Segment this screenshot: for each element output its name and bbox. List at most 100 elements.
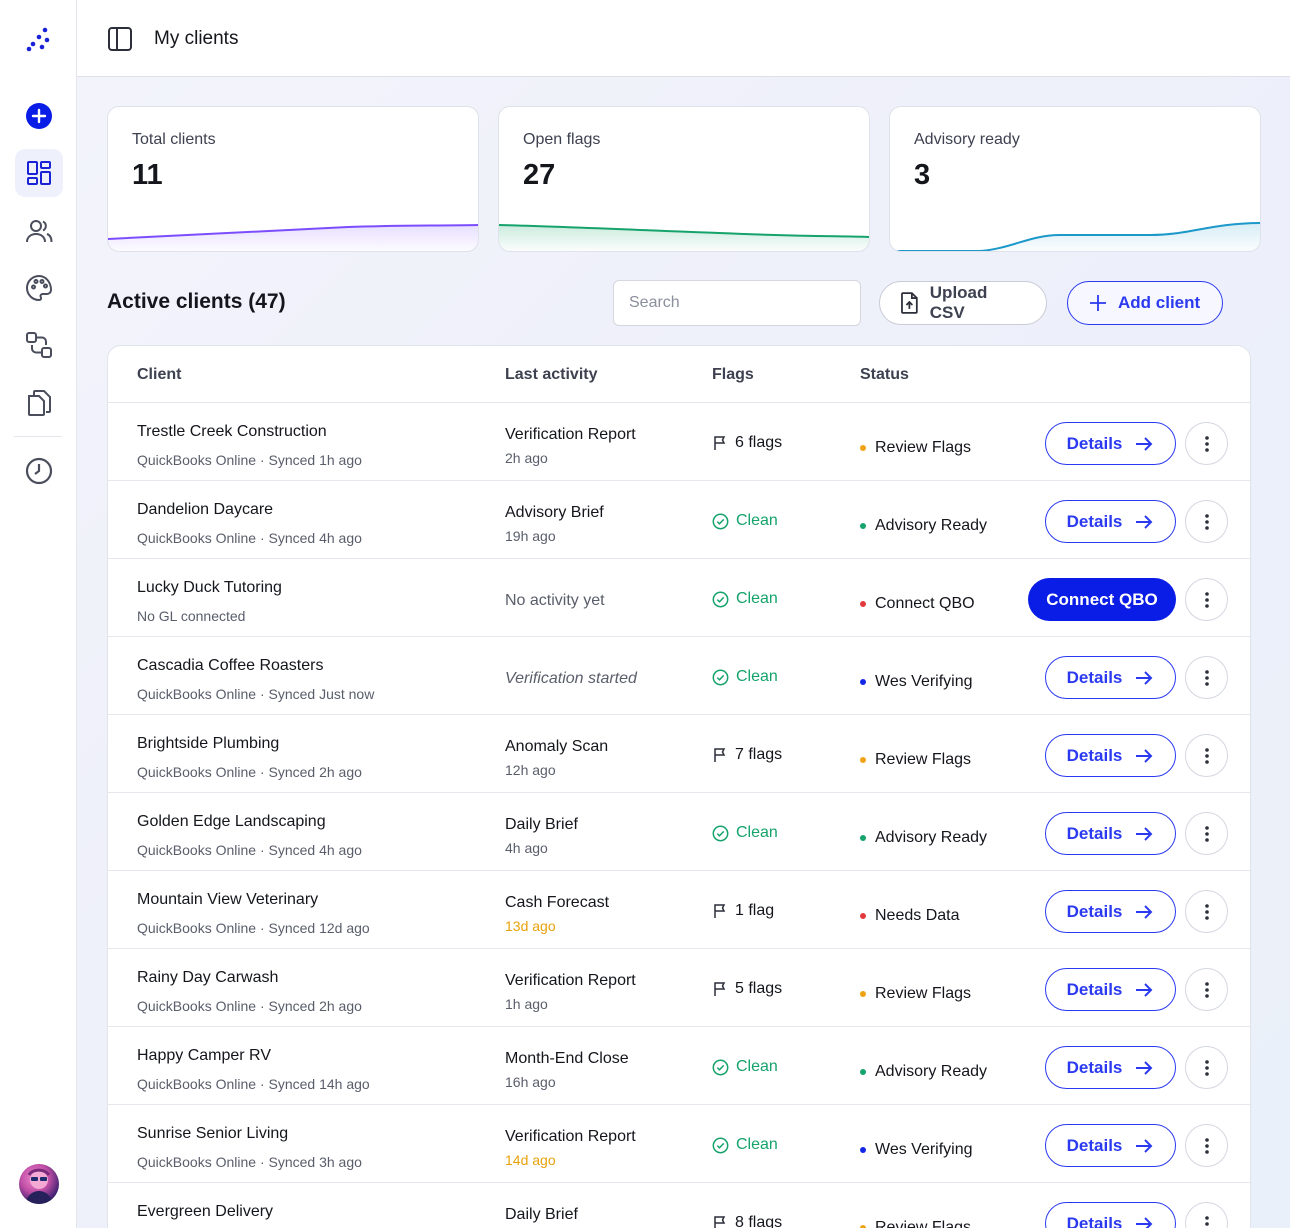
more-options-button[interactable] bbox=[1185, 1124, 1228, 1167]
details-button[interactable]: Details bbox=[1045, 656, 1176, 699]
more-options-button[interactable] bbox=[1185, 968, 1228, 1011]
client-name[interactable]: Sunrise Senior Living bbox=[137, 1125, 289, 1142]
status-label: Needs Data bbox=[875, 907, 960, 924]
details-button[interactable]: Details bbox=[1045, 812, 1176, 855]
table-row[interactable]: Brightside Plumbing QuickBooks Online · S… bbox=[108, 715, 1250, 793]
details-button[interactable]: Details bbox=[1045, 734, 1176, 777]
column-header-activity[interactable]: Last activity bbox=[505, 366, 598, 383]
details-button[interactable]: Details bbox=[1045, 500, 1176, 543]
integrations-icon bbox=[26, 332, 52, 358]
column-header-client[interactable]: Client bbox=[137, 366, 182, 383]
stat-value: 27 bbox=[523, 159, 556, 191]
status-badge: Review Flags bbox=[860, 985, 971, 1003]
table-row[interactable]: Sunrise Senior Living QuickBooks Online ·… bbox=[108, 1105, 1250, 1183]
sidebar-item-documents[interactable] bbox=[15, 379, 63, 427]
table-row[interactable]: Lucky Duck Tutoring No GL connected No act… bbox=[108, 559, 1250, 637]
more-options-button[interactable] bbox=[1185, 1202, 1228, 1228]
more-options-button[interactable] bbox=[1185, 734, 1228, 777]
sidebar-item-dashboard[interactable] bbox=[15, 149, 63, 197]
flag-icon bbox=[714, 904, 726, 918]
flag-icon bbox=[714, 1216, 726, 1228]
upload-csv-button[interactable]: Upload CSV bbox=[879, 281, 1047, 325]
client-name[interactable]: Happy Camper RV bbox=[137, 1047, 271, 1064]
add-client-label: Add client bbox=[1118, 293, 1201, 312]
flags-cell: 6 flags bbox=[712, 434, 782, 452]
details-label: Details bbox=[1066, 433, 1123, 453]
more-options-button[interactable] bbox=[1185, 812, 1228, 855]
sidebar-item-branding[interactable] bbox=[15, 264, 63, 312]
table-row[interactable]: Happy Camper RV QuickBooks Online · Synce… bbox=[108, 1027, 1250, 1105]
more-options-button[interactable] bbox=[1185, 656, 1228, 699]
check-circle-icon bbox=[712, 1137, 729, 1153]
main-content: Total clients 11 Open flags 27 Advisory … bbox=[77, 77, 1290, 1228]
page-title: My clients bbox=[154, 28, 239, 49]
more-vertical-icon bbox=[1204, 591, 1209, 608]
table-row[interactable]: Rainy Day Carwash QuickBooks Online · Syn… bbox=[108, 949, 1250, 1027]
flag-icon bbox=[714, 748, 726, 762]
column-header-flags[interactable]: Flags bbox=[712, 366, 754, 383]
flags-label: Clean bbox=[736, 824, 778, 841]
details-label: Details bbox=[1066, 823, 1123, 843]
details-label: Details bbox=[1066, 1135, 1123, 1155]
status-badge: Connect QBO bbox=[860, 595, 975, 613]
status-label: Wes Verifying bbox=[875, 673, 973, 690]
more-options-button[interactable] bbox=[1185, 1046, 1228, 1089]
details-button[interactable]: Details bbox=[1045, 890, 1176, 933]
flags-label: Clean bbox=[736, 590, 778, 607]
status-badge: Advisory Ready bbox=[860, 829, 987, 847]
table-row[interactable]: Trestle Creek Construction QuickBooks Onl… bbox=[108, 403, 1250, 481]
table-row[interactable]: Cascadia Coffee Roasters QuickBooks Onlin… bbox=[108, 637, 1250, 715]
flags-label: Clean bbox=[736, 1058, 778, 1075]
last-activity-time: 12h ago bbox=[505, 762, 556, 778]
last-activity: Daily Brief bbox=[505, 816, 578, 833]
column-header-status[interactable]: Status bbox=[860, 366, 909, 383]
toggle-sidebar-button[interactable] bbox=[107, 26, 133, 57]
connect-qbo-button[interactable]: Connect QBO bbox=[1028, 578, 1176, 621]
table-row[interactable]: Golden Edge Landscaping QuickBooks Online… bbox=[108, 793, 1250, 871]
table-row[interactable]: Mountain View Veterinary QuickBooks Onlin… bbox=[108, 871, 1250, 949]
client-name[interactable]: Brightside Plumbing bbox=[137, 735, 280, 752]
stat-label: Total clients bbox=[132, 131, 216, 148]
table-row[interactable]: Dandelion Daycare QuickBooks Online · Syn… bbox=[108, 481, 1250, 559]
documents-icon bbox=[28, 390, 51, 416]
avatar[interactable] bbox=[19, 1164, 59, 1204]
more-options-button[interactable] bbox=[1185, 890, 1228, 933]
sidebar-item-integrations[interactable] bbox=[15, 321, 63, 369]
more-vertical-icon bbox=[1204, 981, 1209, 998]
client-source: QuickBooks Online · Synced Just now bbox=[137, 686, 375, 702]
details-button[interactable]: Details bbox=[1045, 1202, 1176, 1228]
app-logo-icon[interactable] bbox=[26, 26, 52, 54]
more-vertical-icon bbox=[1204, 1059, 1209, 1076]
details-button[interactable]: Details bbox=[1045, 422, 1176, 465]
client-name[interactable]: Trestle Creek Construction bbox=[137, 423, 327, 440]
details-label: Details bbox=[1066, 667, 1123, 687]
last-activity-time: 14d ago bbox=[505, 1152, 556, 1168]
details-button[interactable]: Details bbox=[1045, 1046, 1176, 1089]
sidebar-divider bbox=[14, 436, 62, 437]
more-options-button[interactable] bbox=[1185, 500, 1228, 543]
add-client-button[interactable]: Add client bbox=[1067, 281, 1223, 325]
client-name[interactable]: Mountain View Veterinary bbox=[137, 891, 319, 908]
avatar-image-icon bbox=[25, 1168, 53, 1204]
client-name[interactable]: Golden Edge Landscaping bbox=[137, 813, 326, 830]
client-name[interactable]: Cascadia Coffee Roasters bbox=[137, 657, 324, 674]
table-row[interactable]: Evergreen Delivery Daily Brief 8 flags Revi… bbox=[108, 1183, 1250, 1228]
sidebar-item-clients[interactable] bbox=[15, 207, 63, 255]
new-item-button[interactable] bbox=[15, 92, 63, 140]
check-circle-icon bbox=[712, 513, 729, 529]
connect-qbo-label: Connect QBO bbox=[1046, 589, 1158, 609]
more-options-button[interactable] bbox=[1185, 578, 1228, 621]
client-name[interactable]: Dandelion Daycare bbox=[137, 501, 274, 518]
last-activity-time: 2h ago bbox=[505, 450, 548, 466]
details-button[interactable]: Details bbox=[1045, 1124, 1176, 1167]
sidebar-item-history[interactable] bbox=[15, 447, 63, 495]
details-button[interactable]: Details bbox=[1045, 968, 1176, 1011]
search-input[interactable] bbox=[613, 280, 861, 326]
client-name[interactable]: Evergreen Delivery bbox=[137, 1203, 274, 1220]
more-options-button[interactable] bbox=[1185, 422, 1228, 465]
client-name[interactable]: Rainy Day Carwash bbox=[137, 969, 279, 986]
sidebar-panel-icon bbox=[108, 27, 132, 51]
status-badge: Wes Verifying bbox=[860, 1141, 973, 1159]
last-activity-time: 1h ago bbox=[505, 996, 548, 1012]
client-name[interactable]: Lucky Duck Tutoring bbox=[137, 579, 282, 596]
